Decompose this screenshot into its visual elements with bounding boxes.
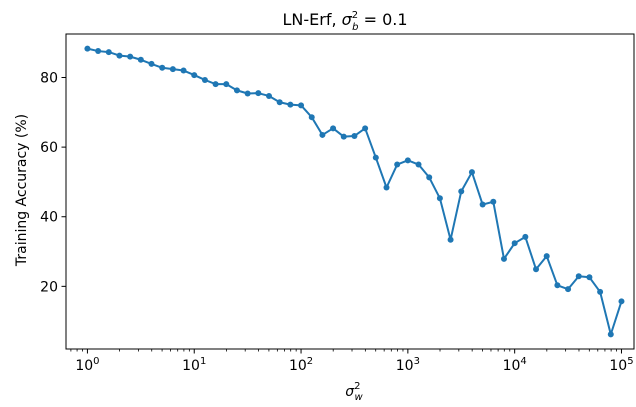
plot-area: [84, 45, 625, 338]
data-point: [597, 288, 604, 295]
data-point: [458, 188, 465, 195]
data-point: [298, 102, 305, 109]
title-symbol: σ: [342, 10, 353, 29]
chart-title: LN-Erf, σ2 b = 0.1: [282, 10, 407, 33]
y-tick-label: 60: [40, 140, 58, 156]
data-point: [105, 49, 112, 56]
data-point: [95, 48, 102, 55]
data-point: [500, 255, 507, 262]
data-point: [372, 154, 379, 161]
data-point: [426, 174, 433, 181]
data-point: [351, 132, 358, 139]
data-point: [618, 298, 625, 305]
data-point: [554, 282, 561, 289]
y-tick-label: 40: [40, 210, 58, 226]
x-axis-label: σ2 w: [345, 381, 363, 403]
data-point: [511, 240, 518, 247]
x-tick-label: 101: [182, 356, 206, 374]
x-label-symbol: σ: [345, 384, 355, 400]
data-point: [191, 72, 198, 79]
data-point: [116, 52, 123, 59]
data-point: [522, 233, 529, 240]
title-sub: b: [352, 22, 358, 33]
x-tick-label: 102: [289, 356, 313, 374]
data-point: [330, 125, 337, 132]
data-point: [340, 133, 347, 140]
data-point: [266, 92, 273, 99]
data-point: [212, 81, 219, 88]
title-prefix: LN-Erf,: [282, 10, 341, 29]
data-point: [490, 198, 497, 205]
data-point: [148, 60, 155, 67]
data-point: [255, 90, 262, 97]
data-point: [575, 273, 582, 280]
data-point: [607, 331, 614, 338]
data-point: [127, 53, 134, 60]
data-point: [543, 253, 550, 260]
data-point: [362, 125, 369, 132]
data-point: [287, 101, 294, 108]
data-point: [533, 266, 540, 273]
axis-ticks: 100 101 102 103 104 105 20 40 60 80: [40, 71, 633, 374]
data-point: [404, 157, 411, 164]
data-point: [276, 99, 283, 106]
data-point: [415, 161, 422, 168]
data-point: [447, 236, 454, 243]
data-point: [468, 169, 475, 176]
y-tick-label: 80: [40, 71, 58, 87]
data-point: [223, 81, 230, 88]
data-point: [565, 286, 572, 293]
data-point: [394, 161, 401, 168]
x-tick-label: 103: [396, 356, 420, 374]
data-point: [479, 201, 486, 208]
data-point: [180, 67, 187, 74]
data-point: [169, 66, 176, 73]
data-point: [201, 76, 208, 83]
x-label-sup: 2: [354, 381, 360, 392]
x-label-sub: w: [355, 392, 364, 403]
y-tick-label: 20: [40, 279, 58, 295]
data-point: [159, 64, 166, 71]
data-point: [308, 114, 315, 121]
data-point: [319, 131, 326, 138]
x-tick-label: 100: [75, 356, 99, 374]
title-suffix: = 0.1: [359, 10, 408, 29]
title-sup: 2: [352, 10, 358, 21]
x-tick-label: 104: [503, 356, 527, 374]
data-point: [383, 184, 390, 191]
data-point: [137, 56, 144, 63]
x-tick-label: 105: [609, 356, 633, 374]
axes-frame: [65, 33, 635, 350]
y-axis-label: Training Accuracy (%): [14, 114, 30, 267]
data-point: [233, 87, 240, 94]
data-point: [586, 274, 593, 281]
data-point: [436, 195, 443, 202]
data-point: [244, 90, 251, 97]
data-point: [84, 45, 91, 52]
